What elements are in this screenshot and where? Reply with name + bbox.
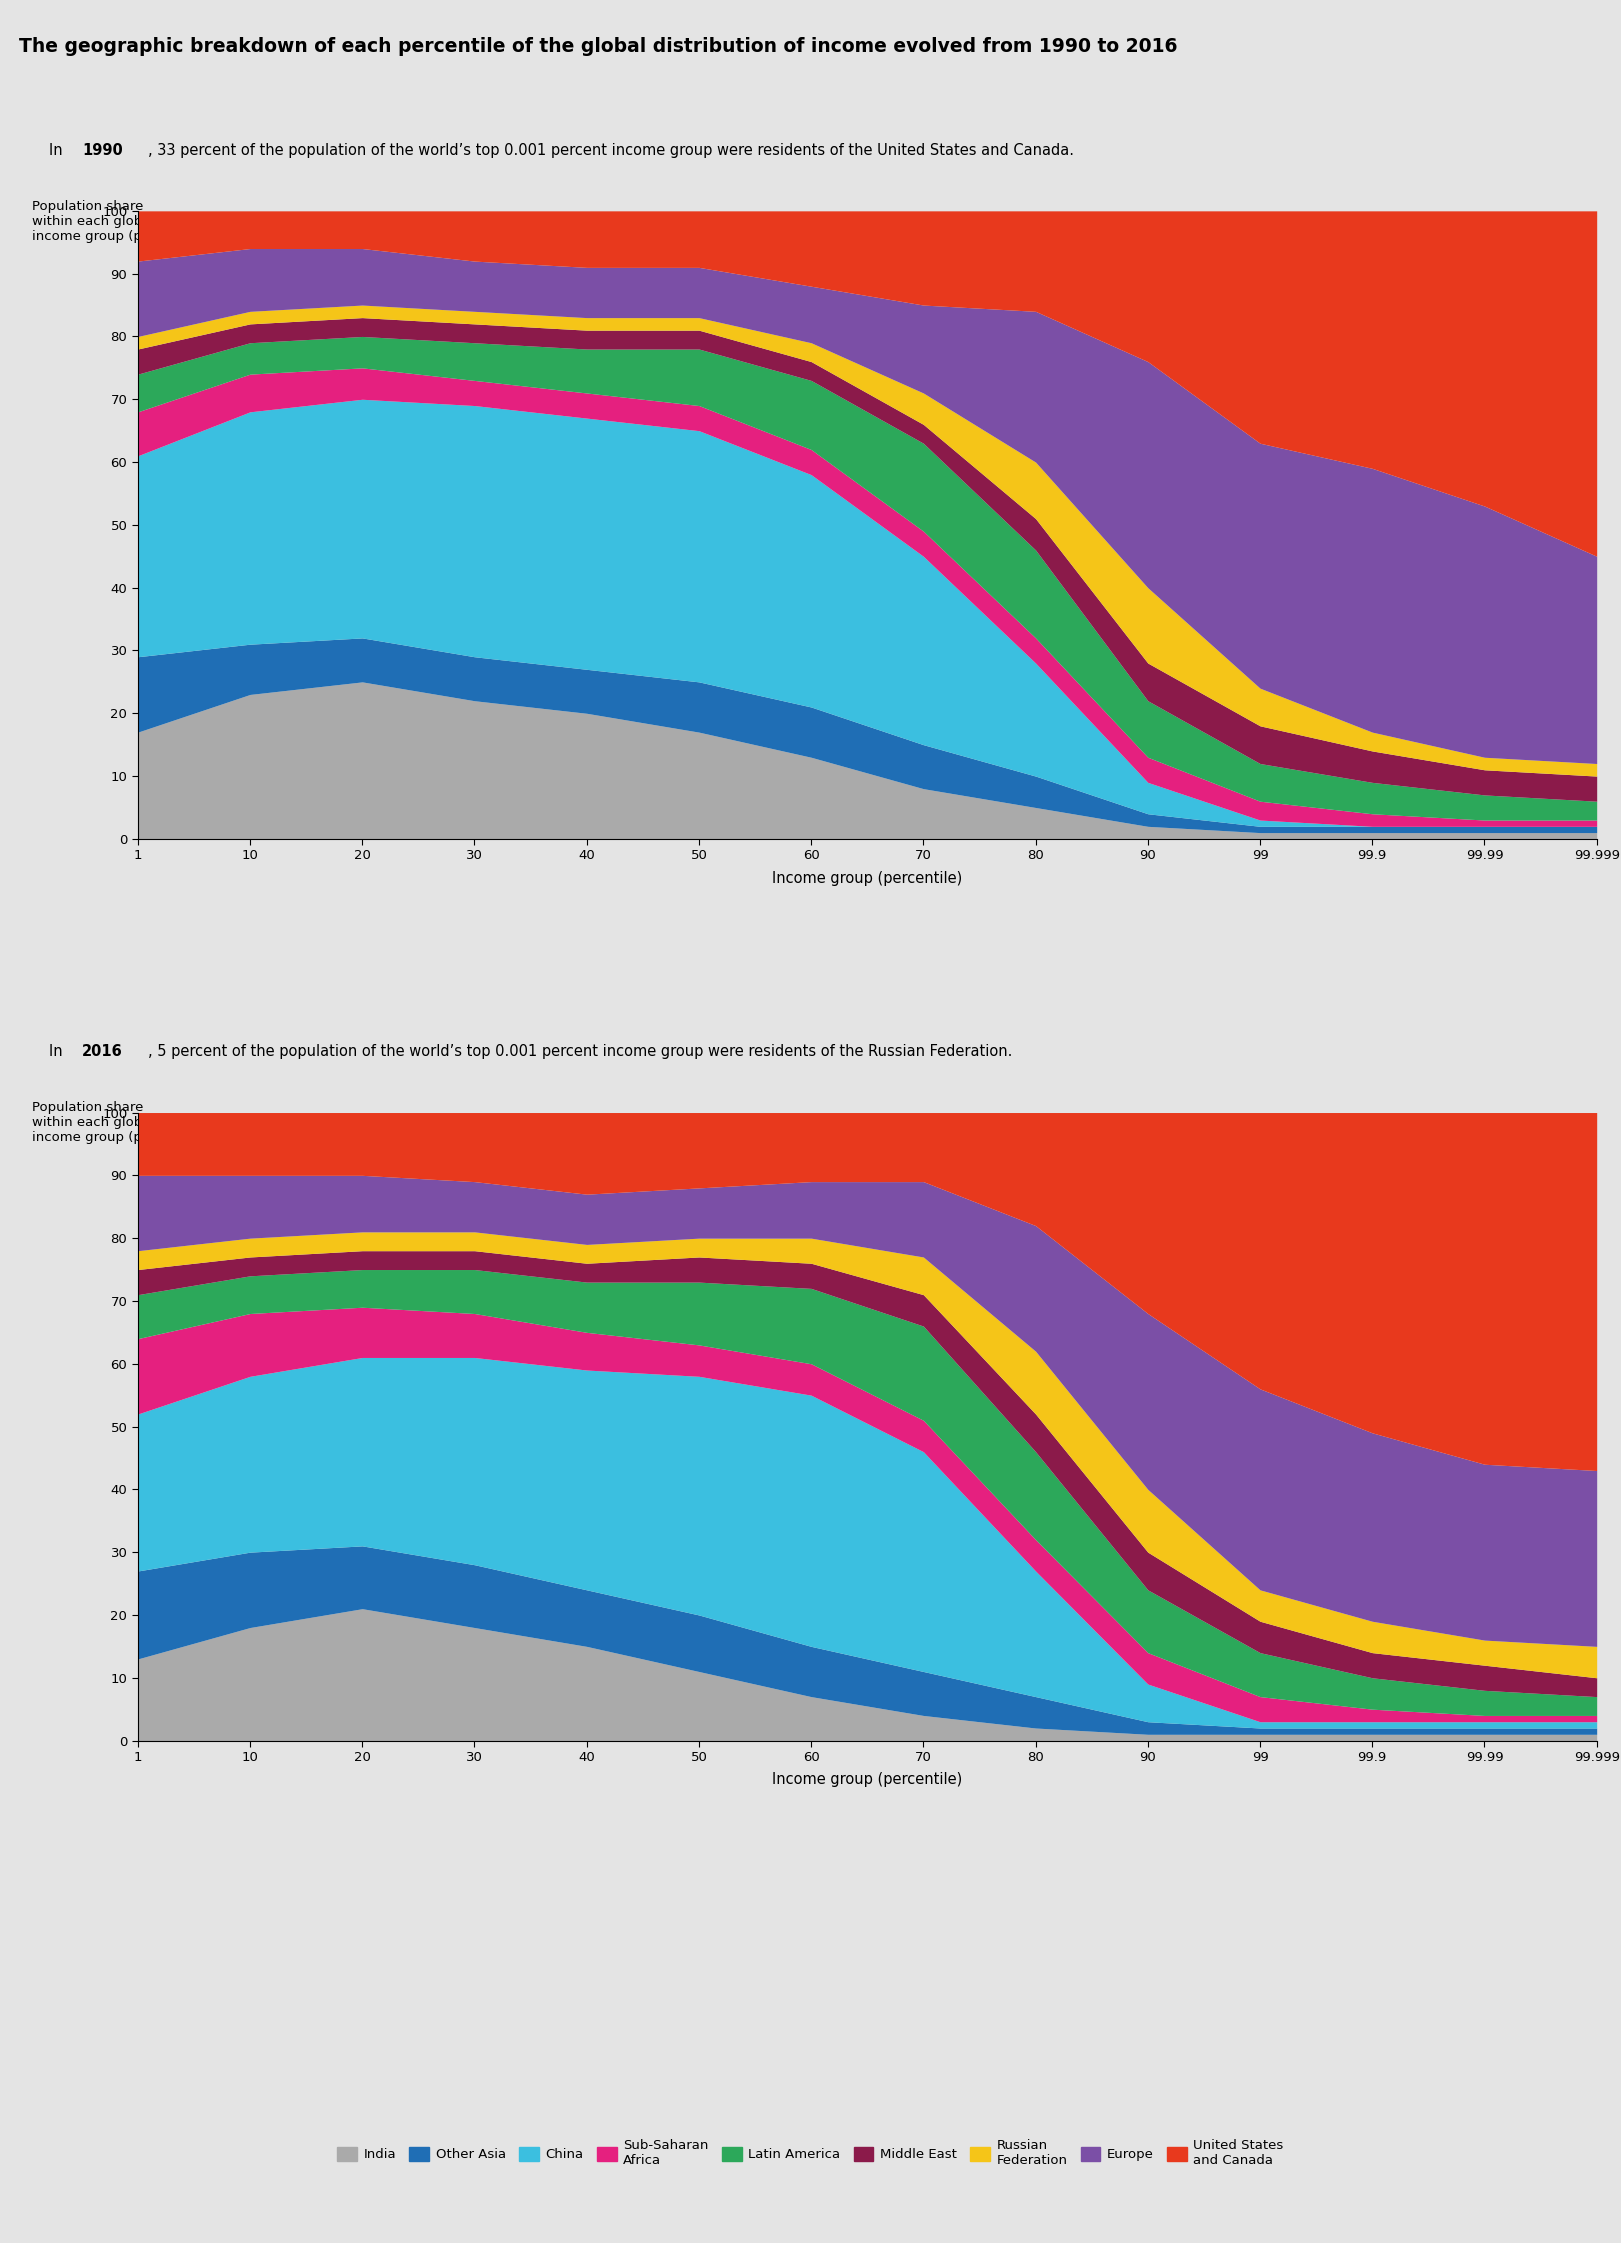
X-axis label: Income group (percentile): Income group (percentile) (772, 1772, 963, 1788)
Text: , 33 percent of the population of the world’s top 0.001 percent income group wer: , 33 percent of the population of the wo… (148, 144, 1073, 157)
Text: Population share
within each global
income group (percent): Population share within each global inco… (32, 200, 190, 242)
Text: 1990: 1990 (83, 144, 123, 157)
Text: Population share
within each global
income group (percent): Population share within each global inco… (32, 1101, 190, 1144)
Text: , 5 percent of the population of the world’s top 0.001 percent income group were: , 5 percent of the population of the wor… (148, 1045, 1012, 1059)
Text: In: In (49, 1045, 66, 1059)
Legend: India, Other Asia, China, Sub-Saharan
Africa, Latin America, Middle East, Russia: India, Other Asia, China, Sub-Saharan Af… (332, 2133, 1289, 2173)
Text: The geographic breakdown of each percentile of the global distribution of income: The geographic breakdown of each percent… (19, 36, 1178, 56)
Text: In: In (49, 144, 66, 157)
X-axis label: Income group (percentile): Income group (percentile) (772, 870, 963, 886)
Text: 2016: 2016 (83, 1045, 123, 1059)
